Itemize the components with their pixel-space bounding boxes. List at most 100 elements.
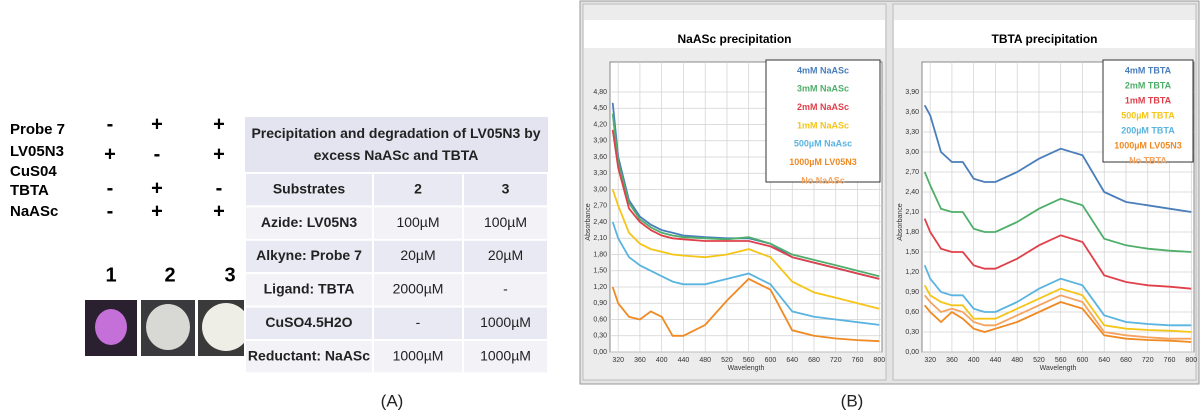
reagent-sign: + xyxy=(151,177,163,199)
x-tick-label: 360 xyxy=(946,357,958,364)
y-tick-label: 1,20 xyxy=(905,269,919,276)
y-tick-label: 0,00 xyxy=(593,349,607,356)
x-tick-label: 320 xyxy=(924,357,936,364)
series-line xyxy=(923,218,1192,290)
y-tick-label: 4,80 xyxy=(593,89,607,96)
y-tick-label: 1,50 xyxy=(905,249,919,256)
reagent-label: TBTA xyxy=(10,182,49,199)
legend-entry: 3mM NaASc xyxy=(797,84,849,94)
y-tick-label: 3,00 xyxy=(905,149,919,156)
x-tick-label: 800 xyxy=(1185,357,1197,364)
table-title: Precipitation and degradation of LV05N3 … xyxy=(251,125,540,163)
reagent-sign: + xyxy=(104,143,116,165)
y-axis-label: Absorbance xyxy=(897,203,904,240)
table-cell: 100µM xyxy=(396,214,439,230)
y-tick-label: 0,00 xyxy=(905,349,919,356)
table-title-bg xyxy=(245,117,548,173)
x-tick-label: 680 xyxy=(1120,357,1132,364)
x-tick-label: 560 xyxy=(1055,357,1067,364)
reagent-label: NaASc xyxy=(10,203,58,220)
table-row-bg xyxy=(244,305,549,342)
y-tick-label: 1,80 xyxy=(905,229,919,236)
y-tick-label: 2,40 xyxy=(593,219,607,226)
reagent-sign: + xyxy=(151,200,163,222)
legend-entry: 2mM TBTA xyxy=(1125,80,1172,90)
reagent-sign: - xyxy=(107,113,114,135)
table-row-bg xyxy=(244,238,549,275)
lane-number: 2 xyxy=(164,264,175,286)
title-band xyxy=(584,20,885,48)
reagent-sign: + xyxy=(151,113,163,135)
y-axis-label: Absorbance xyxy=(585,203,592,240)
table-cell: 1000µM xyxy=(393,347,444,363)
table-cell: Ligand: TBTA xyxy=(264,281,355,297)
y-tick-label: 0,60 xyxy=(593,316,607,323)
reagent-sign: - xyxy=(154,143,161,165)
x-tick-label: 600 xyxy=(765,357,777,364)
x-tick-label: 480 xyxy=(1011,357,1023,364)
legend-entry: 200µM TBTA xyxy=(1121,125,1175,135)
x-tick-label: 640 xyxy=(786,357,798,364)
well-photos xyxy=(85,300,254,356)
well-3 xyxy=(202,303,250,351)
legend-entry: 1mM NaASc xyxy=(797,120,849,130)
reagent-sign: + xyxy=(213,200,225,222)
table-cell: - xyxy=(503,281,508,297)
x-tick-label: 400 xyxy=(968,357,980,364)
legend-entry: 1000µM LV05N3 xyxy=(1114,140,1182,150)
table-header-cell: 2 xyxy=(414,180,422,196)
series-line xyxy=(924,301,1192,343)
y-tick-label: 3,60 xyxy=(593,154,607,161)
y-tick-label: 1,80 xyxy=(593,251,607,258)
x-tick-label: 760 xyxy=(852,357,864,364)
legend-entry: 500µM NaAsc xyxy=(794,139,852,149)
legend-box xyxy=(1102,59,1194,163)
reagent-sign: - xyxy=(107,200,114,222)
table-header-cell: 3 xyxy=(502,180,510,196)
reagent-label: LV05N3 xyxy=(10,143,64,160)
table-cell: 1000µM xyxy=(480,314,531,330)
series-line xyxy=(924,294,1192,340)
table-row-bg xyxy=(244,339,549,375)
y-tick-label: 3,30 xyxy=(905,129,919,136)
x-tick-label: 600 xyxy=(1077,357,1089,364)
charts: NaASc precipitation 0,00 0,30 0,60 0,90 1,20 1… xyxy=(582,3,1197,381)
table-cell: CuSO4.5H2O xyxy=(265,314,352,330)
reagent-label: CuS04 xyxy=(10,163,57,180)
well-2 xyxy=(146,304,190,350)
y-tick-label: 3,60 xyxy=(905,109,919,116)
x-tick-label: 400 xyxy=(656,357,668,364)
y-tick-label: 3,90 xyxy=(593,138,607,145)
y-tick-label: 2,40 xyxy=(905,189,919,196)
table-row-bg xyxy=(244,172,549,208)
reagent-sign: - xyxy=(107,177,114,199)
y-tick-label: 3,00 xyxy=(593,186,607,193)
legend-box xyxy=(765,59,881,183)
y-tick-label: 0,90 xyxy=(905,289,919,296)
legend-entry: 2mM NaASc xyxy=(797,102,849,112)
legend-entry: No NaASc xyxy=(801,175,845,185)
y-tick-label: 0,30 xyxy=(905,329,919,336)
table-cell: 2000µM xyxy=(393,281,444,297)
reagent-sign: - xyxy=(216,177,223,199)
lane-number: 1 xyxy=(105,264,116,286)
table-cell: 20µM xyxy=(400,247,435,263)
x-tick-label: 720 xyxy=(1142,357,1154,364)
y-tick-label: 2,10 xyxy=(905,209,919,216)
x-axis-label: Wavelength xyxy=(728,365,765,372)
chart-title: NaASc precipitation xyxy=(677,32,791,46)
x-tick-label: 440 xyxy=(990,357,1002,364)
x-axis-label: Wavelength xyxy=(1040,365,1077,372)
reagent-sign: + xyxy=(213,113,225,135)
x-tick-label: 720 xyxy=(830,357,842,364)
x-tick-label: 640 xyxy=(1098,357,1110,364)
series-line xyxy=(923,264,1192,327)
x-tick-label: 760 xyxy=(1164,357,1176,364)
reagent-sign: + xyxy=(213,143,225,165)
legend-entry: 500µM TBTA xyxy=(1121,110,1175,120)
series-line xyxy=(611,113,880,278)
series-line xyxy=(923,104,1192,213)
series-line xyxy=(611,221,880,326)
x-tick-label: 520 xyxy=(721,357,733,364)
reagent-label: Probe 7 xyxy=(10,121,65,138)
